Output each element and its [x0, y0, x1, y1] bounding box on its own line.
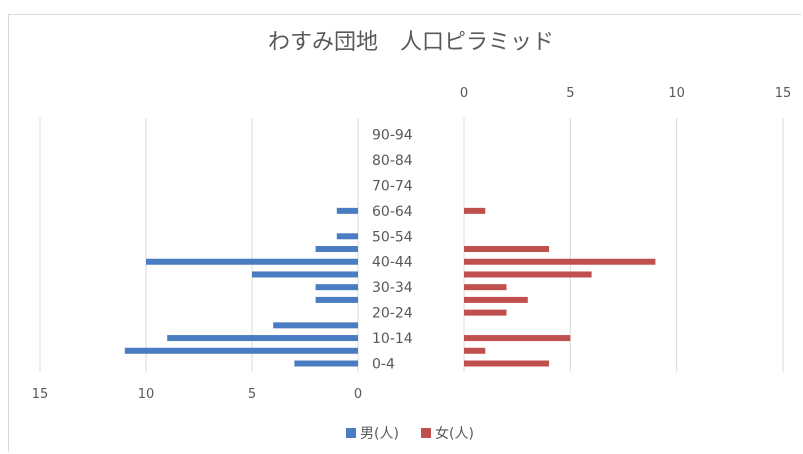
- female-bar: [464, 271, 592, 278]
- age-label: 40-44: [372, 255, 413, 271]
- female-bar: [464, 360, 550, 367]
- chart-border: [8, 14, 801, 452]
- male-bar: [336, 233, 358, 240]
- female-axis-tick-label: 0: [460, 86, 468, 101]
- age-labels: 0-4 10-14 20-24 30-34 40-44 50-54 60-64 70-74 80…: [372, 128, 413, 373]
- female-bar: [464, 246, 550, 253]
- chart-title: わすみ団地 人口ピラミッド: [268, 30, 554, 55]
- male-bar: [294, 360, 358, 367]
- male-axis-tick-label: 0: [354, 387, 362, 402]
- legend-swatch-male: [346, 428, 356, 438]
- female-bar: [464, 309, 507, 316]
- male-bar: [315, 284, 358, 291]
- female-bar: [464, 258, 656, 265]
- age-label: 20-24: [372, 306, 413, 322]
- female-bar: [464, 207, 486, 214]
- legend-label-male: 男(人): [360, 426, 399, 442]
- male-axis-tick-label: 10: [138, 387, 155, 402]
- legend: 男(人) 女(人): [346, 425, 474, 442]
- female-bar: [464, 284, 507, 291]
- bars: [124, 207, 656, 367]
- legend-swatch-female: [421, 428, 431, 438]
- legend-label-female: 女(人): [435, 425, 474, 442]
- age-label: 80-84: [372, 153, 413, 169]
- male-bar: [336, 207, 358, 214]
- female-axis-tick-label: 10: [668, 86, 685, 101]
- age-label: 30-34: [372, 280, 413, 296]
- age-label: 10-14: [372, 331, 413, 347]
- male-bar: [146, 258, 358, 265]
- age-label: 50-54: [372, 229, 413, 245]
- age-label: 70-74: [372, 178, 413, 194]
- male-bar: [252, 271, 358, 278]
- female-bar: [464, 296, 528, 303]
- female-bar: [464, 335, 571, 342]
- male-bar: [273, 322, 358, 329]
- female-bar: [464, 347, 486, 354]
- age-label: 60-64: [372, 204, 413, 220]
- male-bar: [124, 347, 358, 354]
- female-axis-tick-label: 15: [775, 86, 792, 101]
- axis-ticks: 0 0 5 5 10 10 15 15: [32, 86, 792, 402]
- male-bar: [315, 296, 358, 303]
- age-label: 90-94: [372, 128, 413, 144]
- male-axis-tick-label: 5: [248, 387, 256, 402]
- female-axis-tick-label: 5: [566, 86, 574, 101]
- age-label: 0-4: [372, 357, 395, 373]
- male-axis-tick-label: 15: [32, 387, 49, 402]
- gridlines: [39, 118, 784, 372]
- male-bar: [167, 335, 358, 342]
- male-bar: [315, 246, 358, 253]
